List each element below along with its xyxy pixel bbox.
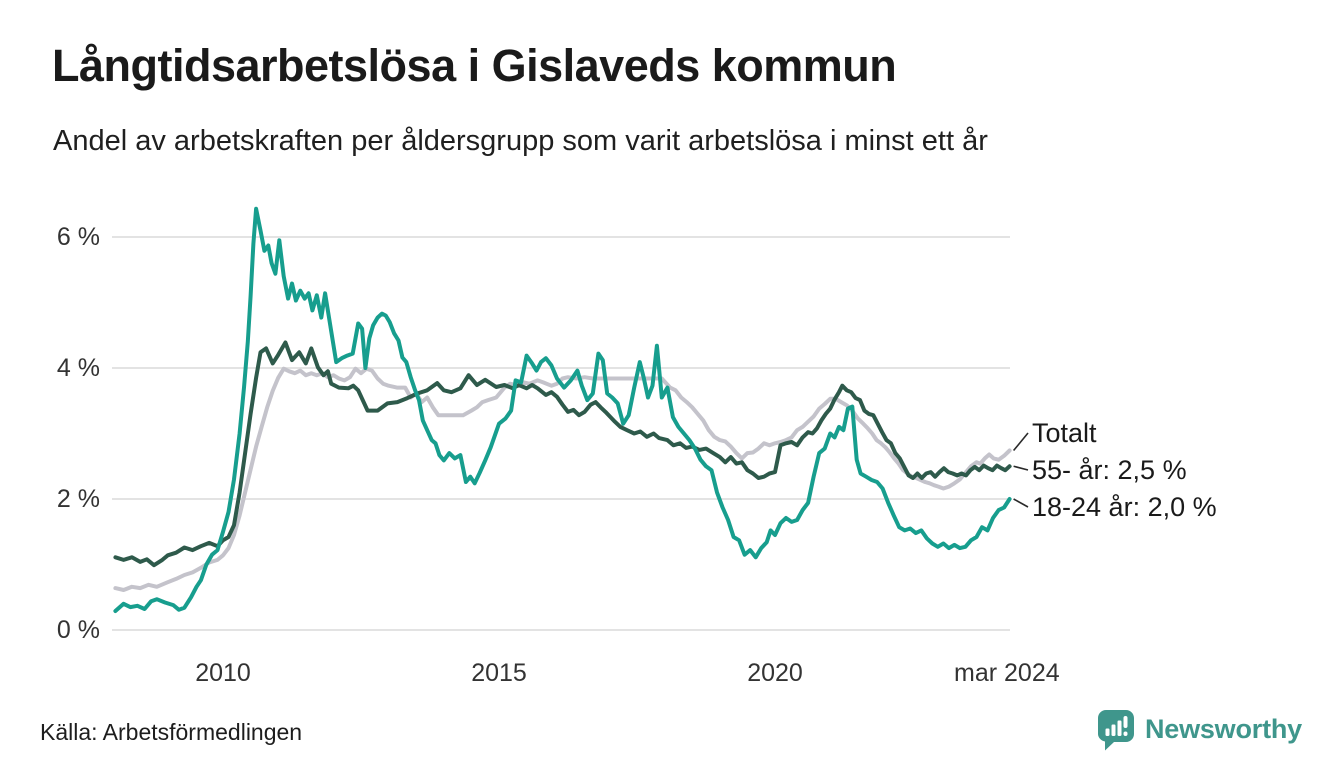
series-line-totalt: [113, 366, 1012, 592]
x-tick-label-mar-2024: mar 2024: [954, 659, 1060, 687]
series-line-55: [113, 340, 1012, 568]
source-caption: Källa: Arbetsförmedlingen: [40, 719, 303, 745]
annotation-leader-55: [1013, 465, 1029, 471]
x-tick-label-2015: 2015: [471, 659, 527, 687]
y-tick-label-2: 2 %: [56, 485, 100, 513]
newsworthy-wordmark: Newsworthy: [1144, 714, 1302, 744]
x-tick-label-2010: 2010: [195, 659, 251, 687]
chart-subtitle: Andel av arbetskraften per åldersgrupp s…: [53, 125, 988, 157]
y-tick-label-4: 4 %: [56, 354, 100, 382]
newsworthy-bubble-icon: [1097, 710, 1134, 751]
y-tick-label-0: 0 %: [56, 616, 100, 644]
series-line-18-24: [113, 206, 1012, 613]
annotation-18-24: 18-24 år: 2,0 %: [1032, 492, 1217, 522]
annotation-leader-totalt: [1012, 432, 1029, 452]
x-tick-label-2020: 2020: [747, 659, 803, 687]
annotation-leader-18-24: [1013, 498, 1029, 508]
y-tick-label-6: 6 %: [56, 223, 100, 251]
page-title: Långtidsarbetslösa i Gislaveds kommun: [52, 40, 897, 91]
annotation-55: 55- år: 2,5 %: [1032, 455, 1187, 485]
annotation-totalt: Totalt: [1032, 418, 1097, 448]
newsworthy-logo-link[interactable]: Newsworthy: [1096, 708, 1302, 751]
